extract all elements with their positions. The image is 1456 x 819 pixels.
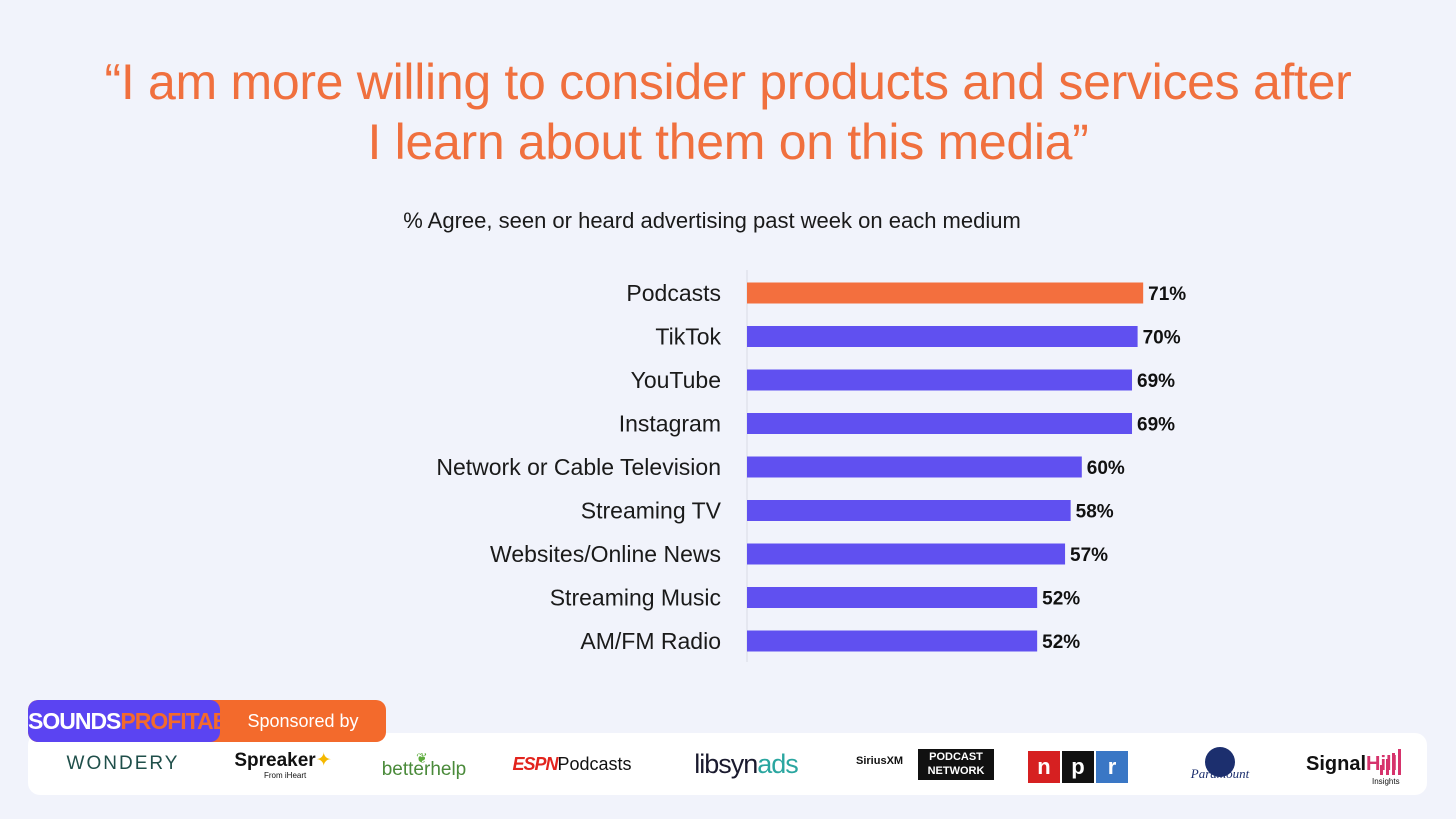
podcast-network-box: PODCAST NETWORK [918, 749, 994, 780]
sponsor-bar [28, 733, 1427, 795]
signal-hill-logo: SignalHill Insights [1306, 733, 1410, 795]
brand-part-2: PROFITABLE [120, 708, 256, 734]
category-label: YouTube [631, 367, 721, 393]
value-label: 69% [1137, 415, 1175, 436]
chart-title-line-2: I learn about them on this media” [367, 114, 1089, 170]
spreaker-name: Spreaker [234, 750, 316, 771]
signal-bar [1392, 753, 1395, 775]
signal-name: Signal [1306, 753, 1367, 775]
bar [747, 630, 1038, 652]
hill-name: Hill [1366, 753, 1398, 775]
value-label: 57% [1070, 545, 1108, 566]
sponsored-by-badge: SOUNDSPROFITABLE Sponsored by [28, 700, 386, 742]
bar [747, 326, 1138, 347]
wondery-logo: WONDERY [66, 753, 180, 774]
bar [747, 456, 1082, 478]
signal-hill-subtext: Insights [1372, 777, 1400, 786]
npr-p: p [1062, 751, 1094, 783]
paramount-logo: Paramount [1180, 733, 1260, 795]
libsyn-name: libsyn [694, 749, 758, 779]
libsyn-ads-logo: libsynads [666, 733, 826, 795]
value-label: 71% [1148, 284, 1186, 305]
podcast-network-line-2: NETWORK [927, 765, 985, 777]
category-label: Podcasts [626, 280, 721, 306]
chart-title: “I am more willing to consider products … [0, 52, 1456, 172]
value-label: 60% [1087, 458, 1125, 479]
npr-r: r [1096, 751, 1128, 783]
leaf-icon: ❦ [416, 750, 428, 766]
bar [747, 282, 1144, 304]
category-label: Streaming Music [550, 585, 721, 611]
bar [747, 587, 1038, 608]
espn-podcasts-text: Podcasts [557, 754, 632, 774]
category-label: Instagram [619, 411, 721, 437]
betterhelp-logo: ❦ betterhelp [372, 733, 476, 795]
mountain-icon [1205, 747, 1235, 777]
signal-bar [1380, 765, 1383, 775]
value-label: 69% [1137, 371, 1175, 392]
espn-podcasts-logo: ESPNPodcasts [500, 733, 644, 795]
value-label: 52% [1042, 632, 1080, 653]
value-label: 58% [1076, 502, 1114, 523]
bar [747, 369, 1133, 391]
bar [747, 413, 1133, 434]
value-label: 52% [1042, 589, 1080, 610]
npr-logo: n p r [1026, 733, 1130, 795]
bar-chart: Podcasts 71% TikTok 70% YouTube 69% Instagram 6… [436, 270, 1186, 662]
category-label: TikTok [655, 324, 721, 350]
signal-bar [1398, 749, 1401, 775]
category-label: Network or Cable Television [436, 454, 721, 480]
chart-subtitle: % Agree, seen or heard advertising past … [403, 208, 1021, 233]
bar [747, 500, 1071, 521]
sounds-profitable-logo: SOUNDSPROFITABLE [28, 700, 257, 742]
value-label: 70% [1143, 328, 1181, 349]
podcast-network-line-1: PODCAST [929, 751, 983, 763]
paramount-name: Paramount [1190, 766, 1250, 781]
spreaker-logo: Spreaker✦ From iHeart [224, 733, 342, 795]
category-label: AM/FM Radio [580, 628, 721, 654]
category-label: Websites/Online News [490, 541, 721, 567]
brand-part-1: SOUNDS [28, 708, 121, 734]
signal-bar [1386, 759, 1389, 775]
signal-bars-icon [1380, 749, 1401, 775]
star-icon: ✦ [315, 750, 332, 771]
bar [747, 543, 1066, 565]
libsyn-ads-text: ads [757, 749, 799, 779]
betterhelp-name: betterhelp [381, 759, 467, 780]
espn-mark: ESPN [512, 754, 558, 774]
spreaker-subtext: From iHeart [264, 771, 307, 780]
category-label: Streaming TV [581, 498, 722, 524]
siriusxm-name: SiriusXM [856, 755, 904, 767]
sponsored-by-label: Sponsored by [247, 711, 359, 731]
siriusxm-podcast-network-logo: SiriusXM PODCAST NETWORK [854, 733, 996, 795]
chart-title-line-1: “I am more willing to consider products … [104, 54, 1352, 110]
npr-n: n [1028, 751, 1060, 783]
